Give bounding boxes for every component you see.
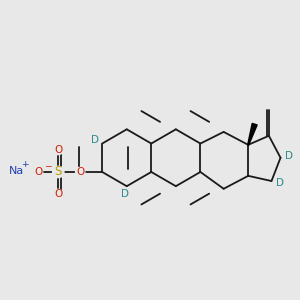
Text: +: + xyxy=(21,160,29,169)
Text: S: S xyxy=(55,166,62,178)
Circle shape xyxy=(52,166,64,178)
Text: D: D xyxy=(91,135,99,145)
Text: Na: Na xyxy=(9,166,25,176)
Text: O: O xyxy=(54,189,62,199)
Circle shape xyxy=(32,167,43,177)
Text: −: − xyxy=(44,161,51,170)
Circle shape xyxy=(76,167,85,177)
Text: D: D xyxy=(276,178,284,188)
Text: D: D xyxy=(285,151,293,161)
Text: O: O xyxy=(76,167,84,177)
Circle shape xyxy=(54,145,63,155)
Circle shape xyxy=(54,189,63,199)
Polygon shape xyxy=(248,123,257,145)
Text: O: O xyxy=(35,167,43,177)
Text: D: D xyxy=(122,190,129,200)
Text: O: O xyxy=(54,145,62,155)
